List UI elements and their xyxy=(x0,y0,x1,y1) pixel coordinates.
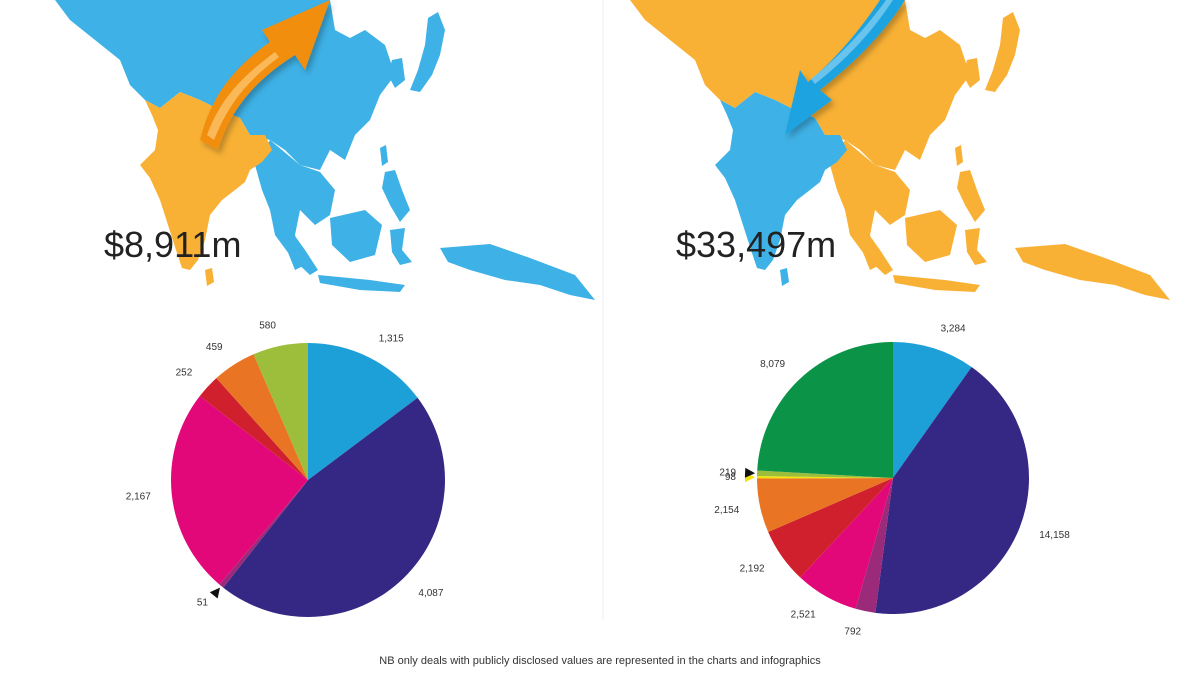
right-total-value: $33,497m xyxy=(676,224,836,265)
pie-label-right-4: 2,192 xyxy=(740,563,765,574)
right-map-korea xyxy=(963,58,980,88)
right-map-indochina xyxy=(830,140,910,270)
left-map-sulawesi xyxy=(390,228,412,265)
pie-slice-right-6 xyxy=(756,476,893,479)
pie-slice-left-6 xyxy=(253,343,308,480)
right-map xyxy=(630,0,1170,300)
pie-label-left-6: 580 xyxy=(259,320,276,331)
left-map-sumatra xyxy=(270,210,318,275)
pie-label-left-5: 459 xyxy=(206,342,223,353)
left-map-philippines xyxy=(382,170,410,222)
pie-label-right-7: 219 xyxy=(719,468,736,479)
right-map-java xyxy=(893,275,980,292)
pie-label-left-3: 2,167 xyxy=(126,491,151,502)
right-map-japan xyxy=(985,12,1020,92)
pie-slice-left-2 xyxy=(219,480,308,588)
left-map-sri-lanka xyxy=(205,268,214,286)
pie-label-right-0: 3,284 xyxy=(941,323,966,334)
left-map-indochina xyxy=(255,140,335,270)
import-arrow xyxy=(785,0,905,135)
left-map-borneo xyxy=(330,210,382,262)
left-total-value: $8,911m xyxy=(104,224,241,265)
pie-slice-right-4 xyxy=(768,478,893,578)
pie-label-right-3: 2,521 xyxy=(791,610,816,621)
pie-slice-right-8 xyxy=(757,342,893,478)
pie-label-right-2: 792 xyxy=(844,627,861,638)
right-map-sri-lanka xyxy=(780,268,789,286)
pie-slice-right-3 xyxy=(800,478,893,609)
pie-label-right-5: 2,154 xyxy=(714,505,739,516)
import-arrow-highlight xyxy=(811,0,893,84)
pie-slice-left-1 xyxy=(223,397,445,617)
right-map-india-highlight xyxy=(715,92,847,270)
right-map-sumatra xyxy=(845,210,893,275)
pie-slice-left-0 xyxy=(308,343,418,480)
right-map-borneo xyxy=(905,210,957,262)
footnote: NB only deals with publicly disclosed va… xyxy=(379,655,821,667)
pie-slice-right-7 xyxy=(757,470,893,478)
pie-slice-left-4 xyxy=(199,378,308,480)
pie-label-left-2: 51 xyxy=(197,597,209,608)
right-map-taiwan xyxy=(955,145,963,166)
pie-slice-left-3 xyxy=(170,395,308,585)
left-pie-chart: 1,315 4,087 51 2,167 252 459 580 xyxy=(126,320,445,617)
pie-slice-right-0 xyxy=(893,342,972,478)
left-map-java xyxy=(318,275,405,292)
left-map-taiwan xyxy=(380,145,388,166)
pie-label-left-4: 252 xyxy=(176,367,193,378)
pie-slice-right-5 xyxy=(757,478,893,532)
right-map-sulawesi xyxy=(965,228,987,265)
left-map-new-guinea xyxy=(440,244,595,300)
export-arrow xyxy=(200,0,330,150)
left-map xyxy=(55,0,595,300)
right-map-new-guinea xyxy=(1015,244,1170,300)
pie-pointer-left-2 xyxy=(209,587,220,599)
pie-pointer-right-7 xyxy=(744,467,756,478)
pie-label-right-8: 8,079 xyxy=(760,359,785,370)
pie-label-left-1: 4,087 xyxy=(418,588,443,599)
left-map-india-highlight xyxy=(140,92,272,270)
pie-slice-right-1 xyxy=(875,367,1029,614)
pie-label-right-6: 98 xyxy=(725,472,737,483)
left-map-korea xyxy=(388,58,405,88)
right-map-philippines xyxy=(957,170,985,222)
pie-slice-left-5 xyxy=(216,354,308,480)
export-arrow-highlight xyxy=(207,52,279,140)
pie-slice-right-2 xyxy=(855,478,893,613)
pie-label-left-0: 1,315 xyxy=(379,334,404,345)
pie-label-right-1: 14,158 xyxy=(1039,530,1070,541)
left-map-japan xyxy=(410,12,445,92)
